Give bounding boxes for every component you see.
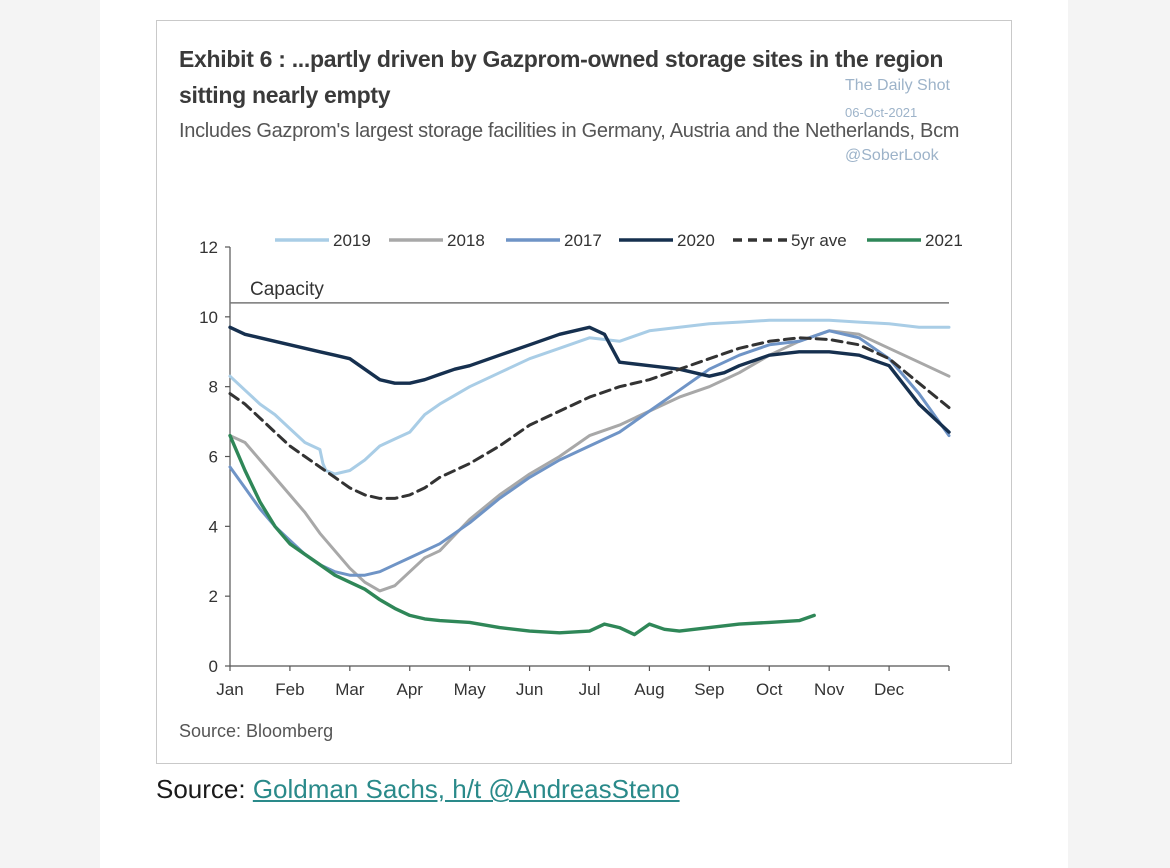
x-tick-label: Jan	[216, 680, 243, 699]
watermark-date: 06-Oct-2021	[845, 105, 918, 120]
chart-subtitle: Includes Gazprom's largest storage facil…	[179, 120, 960, 142]
x-tick-label: Sep	[694, 680, 724, 699]
series-line-2018	[228, 329, 951, 593]
caption: Source: Goldman Sachs, h/t @AndreasSteno	[156, 774, 680, 805]
x-tick-label: Oct	[756, 680, 783, 699]
series-line-5yr-ave	[228, 336, 951, 500]
x-tick-label: Nov	[814, 680, 845, 699]
legend-label-2021: 2021	[925, 231, 963, 250]
y-tick-label: 6	[209, 448, 218, 467]
series-line-2020	[228, 325, 951, 434]
y-tick-label: 8	[209, 378, 218, 397]
y-tick-label: 0	[209, 657, 218, 676]
legend-label-5yr-ave: 5yr ave	[791, 231, 847, 250]
x-tick-label: Dec	[874, 680, 905, 699]
line-chart: 2019 2018 2017 2020 5yr ave 2021 0 2 4 6 8 10 12 Jan…	[199, 231, 963, 699]
y-tick-label: 10	[199, 308, 218, 327]
series-line-2019	[228, 318, 951, 476]
y-tick-label: 4	[209, 517, 218, 536]
legend-label-2019: 2019	[333, 231, 371, 250]
watermark-title: The Daily Shot	[845, 77, 950, 94]
watermark-handle: @SoberLook	[845, 147, 939, 164]
caption-prefix: Source:	[156, 774, 253, 804]
capacity-reference: Capacity	[230, 279, 949, 304]
x-tick-label: Apr	[397, 680, 424, 699]
y-tick-label: 2	[209, 587, 218, 606]
series-line-2017	[228, 329, 951, 577]
x-tick-label: Jul	[579, 680, 601, 699]
source-link[interactable]: Goldman Sachs, h/t @AndreasSteno	[252, 774, 680, 804]
x-tick-label: Aug	[634, 680, 664, 699]
y-tick-label: 12	[199, 238, 218, 257]
legend-label-2018: 2018	[447, 231, 485, 250]
x-tick-label: Feb	[275, 680, 304, 699]
x-tick-label: Jun	[516, 680, 543, 699]
x-tick-label: Mar	[335, 680, 365, 699]
series-line-2021	[228, 433, 816, 637]
legend-label-2020: 2020	[677, 231, 715, 250]
capacity-label: Capacity	[250, 279, 324, 300]
legend-label-2017: 2017	[564, 231, 602, 250]
figure-source: Source: Bloomberg	[179, 721, 334, 741]
x-tick-label: May	[454, 680, 487, 699]
chart-axes: 0 2 4 6 8 10 12 Jan Feb Mar Apr May Jun Jul Aug Sep Oct N…	[199, 238, 950, 699]
chart-title: Exhibit 6 : ...partly driven by Gazprom-…	[179, 46, 944, 108]
chart-series	[228, 318, 951, 637]
chart-legend: 2019 2018 2017 2020 5yr ave 2021	[275, 231, 963, 250]
chart-figure: Exhibit 6 : ...partly driven by Gazprom-…	[156, 20, 1012, 764]
